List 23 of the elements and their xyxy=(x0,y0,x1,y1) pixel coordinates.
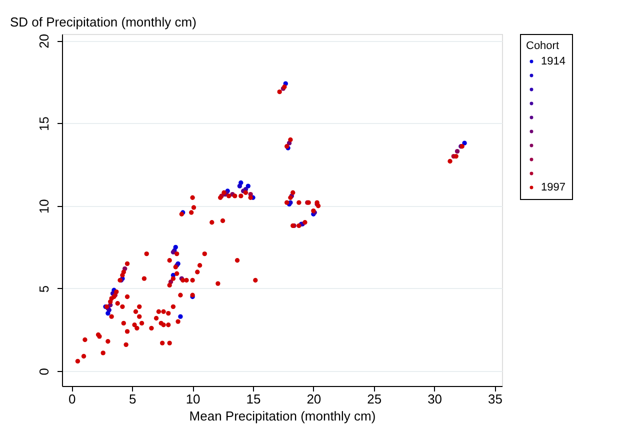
legend-label: 1997 xyxy=(541,182,566,194)
point xyxy=(246,184,250,188)
y-tick-label: 15 xyxy=(36,116,52,131)
point xyxy=(462,140,467,146)
y-tick-label: 10 xyxy=(36,199,52,214)
x-tick-label: 30 xyxy=(428,392,442,406)
legend-label: 1914 xyxy=(541,56,566,68)
point xyxy=(237,184,242,188)
y-tick-label: 5 xyxy=(36,285,52,293)
x-tick-label: 15 xyxy=(246,392,261,406)
x-axis-title: Mean Precipitation (monthly cm) xyxy=(189,408,376,424)
y-axis-title: SD of Precipitation (monthly cm) xyxy=(10,14,196,30)
x-tick-label: 5 xyxy=(128,392,136,406)
x-tick-label: 0 xyxy=(68,392,76,406)
legend-title: Cohort xyxy=(526,40,560,52)
y-tick-label: 0 xyxy=(36,368,52,376)
point xyxy=(454,148,460,154)
x-tick-label: 20 xyxy=(306,392,322,406)
y-tick-label: 20 xyxy=(36,34,52,48)
point xyxy=(178,314,183,319)
x-tick-label: 10 xyxy=(186,392,200,406)
x-tick-label: 35 xyxy=(488,392,502,406)
x-tick-label: 25 xyxy=(367,392,382,406)
